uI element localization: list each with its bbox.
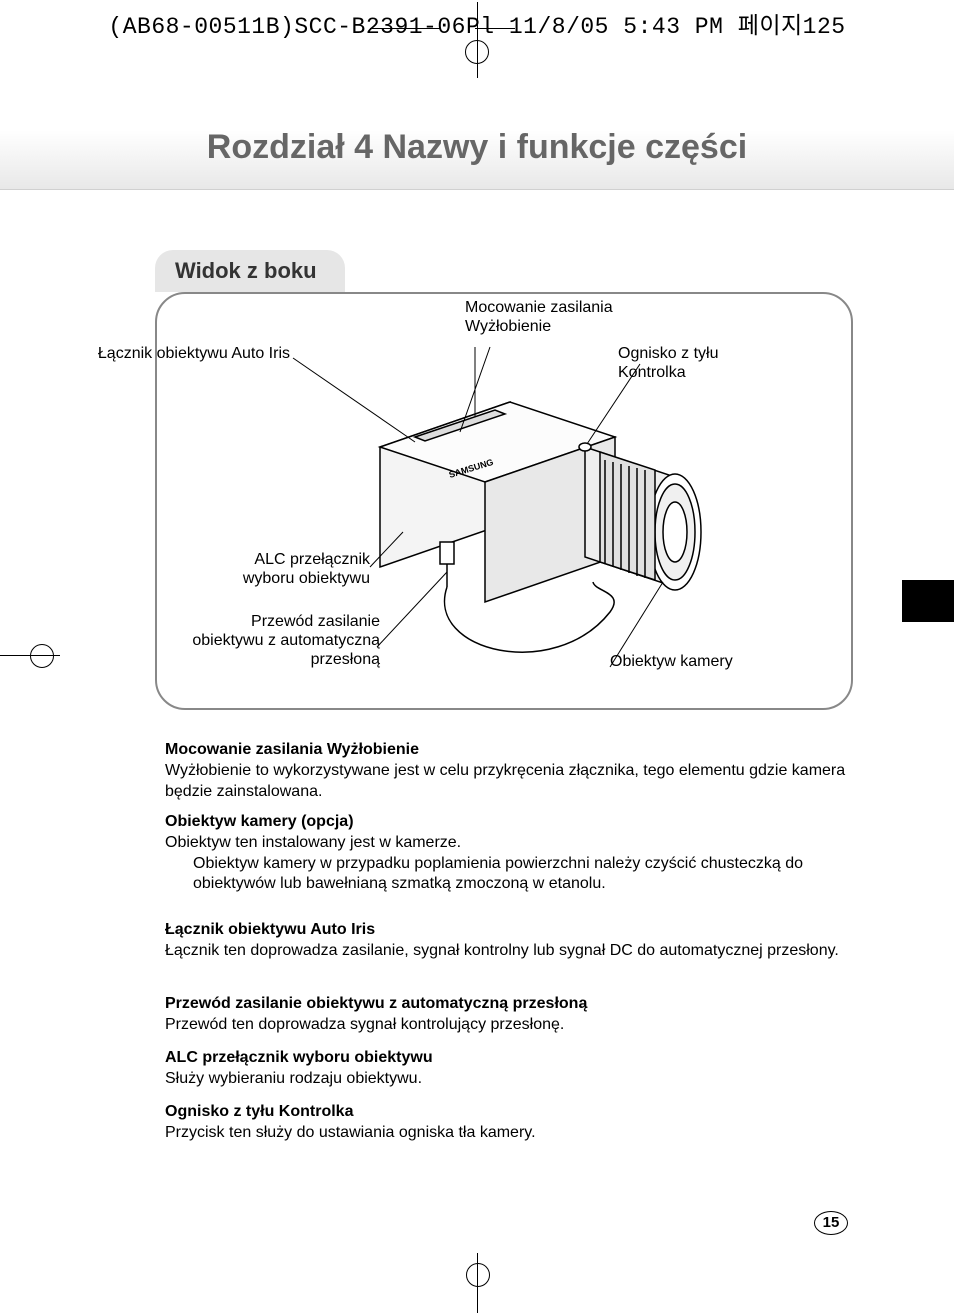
crop-mark-left (0, 655, 60, 656)
page-number: 15 (814, 1211, 848, 1235)
callout-power-mount: Mocowanie zasilania Wyżłobienie (465, 298, 613, 336)
desc-back-focus: Ognisko z tyłu Kontrolka Przycisk ten sł… (165, 1102, 855, 1144)
callout-power-cable: Przewód zasilanie obiektywu z automatycz… (150, 612, 380, 670)
desc-auto-iris: Łącznik obiektywu Auto Iris Łącznik ten … (165, 920, 855, 962)
desc-camera-lens: Obiektyw kamery (opcja) Obiektyw ten ins… (165, 812, 855, 895)
desc-power-mount: Mocowanie zasilania Wyżłobienie Wyżłobie… (165, 740, 855, 802)
callout-auto-iris: Łącznik obiektywu Auto Iris (75, 344, 290, 363)
callout-alc-switch: ALC przełącznik wyboru obiektywu (190, 550, 370, 588)
desc-power-cable: Przewód zasilanie obiektywu z automatycz… (165, 994, 855, 1036)
crop-mark-top (457, 20, 497, 60)
callout-back-focus: Ognisko z tyłu Kontrolka (618, 344, 718, 382)
section-tab: Widok z boku (155, 250, 345, 292)
callout-camera-lens: Obiektyw kamery (610, 652, 733, 671)
crop-mark-bottom (477, 1253, 478, 1313)
side-index-tab (902, 580, 954, 622)
desc-alc-switch: ALC przełącznik wyboru obiektywu Służy w… (165, 1048, 855, 1090)
crop-underline (370, 28, 440, 29)
chapter-title: Rozdział 4 Nazwy i funkcje części (0, 128, 954, 167)
